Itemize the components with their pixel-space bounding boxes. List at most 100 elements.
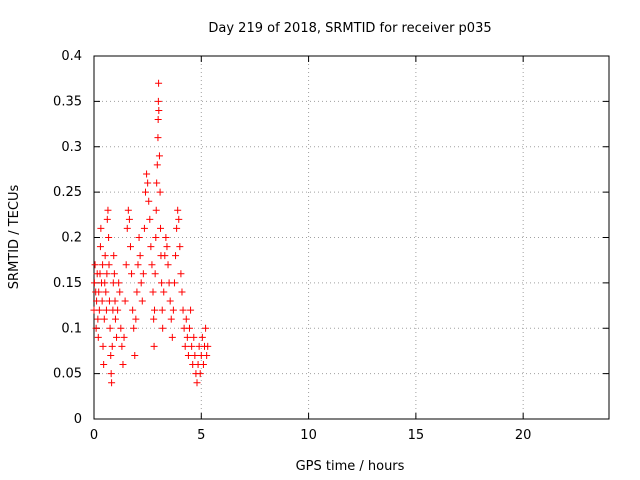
plot-frame [93, 55, 610, 420]
axis-ticks [93, 55, 609, 420]
data-point [119, 361, 127, 369]
data-point [184, 351, 192, 359]
data-point [114, 306, 122, 314]
data-point [95, 288, 103, 296]
data-point [149, 288, 157, 296]
data-point [100, 361, 108, 369]
data-point [106, 324, 114, 332]
data-point [155, 79, 163, 87]
data-point [104, 206, 112, 214]
data-point [150, 315, 158, 323]
data-point [139, 270, 147, 278]
gridlines [94, 56, 609, 419]
data-point [91, 261, 99, 269]
data-point [172, 252, 180, 260]
data-point [153, 161, 161, 169]
data-point [157, 224, 165, 232]
data-point [178, 288, 186, 296]
data-point [94, 315, 102, 323]
data-point [95, 306, 103, 314]
data-point [126, 243, 134, 251]
data-point [140, 224, 148, 232]
data-point [102, 306, 110, 314]
data-point [185, 324, 193, 332]
data-point [113, 333, 121, 341]
data-point [122, 261, 130, 269]
chart-title: Day 219 of 2018, SRMTID for receiver p03… [208, 21, 491, 36]
data-point [90, 279, 98, 287]
data-point [150, 342, 158, 350]
data-point [107, 351, 115, 359]
data-point [168, 333, 176, 341]
data-point [191, 351, 199, 359]
y-tick-label: 0.05 [53, 367, 82, 382]
y-tick-label: 0.3 [61, 140, 82, 155]
data-point [163, 243, 171, 251]
data-point [183, 333, 191, 341]
x-tick-label: 20 [515, 428, 532, 443]
y-tick-label: 0.35 [53, 94, 82, 109]
data-points [90, 79, 212, 387]
data-point [142, 188, 149, 196]
y-tick-label: 0.25 [53, 185, 82, 200]
data-point [96, 270, 104, 278]
data-point [203, 351, 211, 359]
data-point [160, 288, 168, 296]
y-tick-label: 0 [74, 412, 82, 427]
data-point [110, 252, 118, 260]
x-tick-label: 15 [408, 428, 425, 443]
data-point [154, 97, 162, 105]
data-point [123, 224, 131, 232]
data-point [94, 333, 102, 341]
data-point [105, 261, 113, 269]
data-point [101, 279, 109, 287]
data-point [152, 234, 160, 241]
data-point [196, 370, 204, 378]
data-point [161, 252, 169, 260]
data-point [158, 279, 166, 287]
x-axis-tick-labels: 0 5 10 15 20 [90, 428, 532, 443]
data-point [99, 342, 107, 350]
data-point [102, 288, 110, 296]
data-point [148, 261, 156, 269]
data-point [167, 315, 175, 323]
data-point [155, 152, 163, 160]
data-point [156, 188, 164, 196]
x-tick-label: 0 [90, 428, 98, 443]
data-point [145, 197, 153, 205]
data-point [155, 106, 163, 114]
data-point [118, 342, 126, 350]
data-point [204, 342, 212, 350]
y-tick-label: 0.4 [61, 49, 82, 64]
data-point [151, 270, 159, 278]
data-point [151, 306, 159, 314]
data-point [129, 306, 137, 314]
data-point [154, 116, 162, 124]
data-point [143, 170, 151, 178]
data-point [96, 243, 104, 251]
data-point [125, 215, 133, 223]
data-point [120, 333, 128, 341]
data-point [159, 324, 167, 332]
y-axis-tick-labels: 0 0.05 0.1 0.15 0.2 0.25 0.3 0.35 0.4 [53, 49, 82, 427]
data-point [179, 306, 187, 314]
data-point [138, 297, 146, 305]
data-point [108, 342, 116, 350]
data-point [175, 215, 183, 223]
data-point [181, 342, 189, 350]
data-point [131, 351, 139, 359]
data-point [169, 306, 177, 314]
x-axis-label: GPS time / hours [296, 459, 405, 474]
data-point [190, 333, 198, 341]
data-point [177, 270, 185, 278]
data-point [117, 324, 125, 332]
data-point [137, 279, 145, 287]
data-point [152, 206, 160, 214]
data-point [133, 288, 141, 296]
data-point [158, 306, 166, 314]
data-point [146, 215, 154, 223]
y-tick-label: 0.15 [53, 276, 82, 291]
data-point [100, 315, 108, 323]
y-axis-label: SRMTID / TECUs [7, 185, 22, 290]
data-point [115, 279, 123, 287]
